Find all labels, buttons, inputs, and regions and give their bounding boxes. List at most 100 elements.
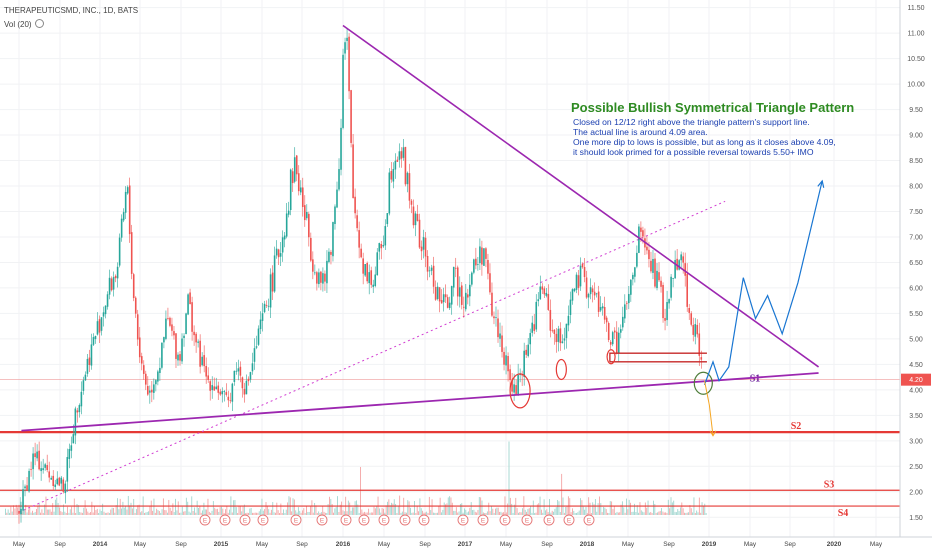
volume-bar	[26, 512, 28, 515]
volume-bar	[446, 503, 448, 515]
candle-body	[142, 365, 145, 374]
candle-body	[110, 278, 113, 291]
volume-bar	[666, 512, 668, 515]
volume-bar	[37, 506, 39, 515]
volume-bar	[497, 507, 499, 515]
volume-bar	[203, 502, 205, 515]
triangle-support-line	[21, 372, 819, 432]
low-circle	[606, 349, 616, 365]
price-tick-label: 6.50	[909, 260, 923, 267]
symbol-label[interactable]: THERAPEUTICSMD, INC., 1D, BATS	[4, 6, 139, 15]
candle-body	[221, 391, 224, 395]
volume-bar	[52, 503, 54, 515]
volume-bar	[65, 512, 67, 515]
candle-body	[269, 274, 272, 308]
time-tick-label: 2017	[458, 541, 473, 548]
volume-bar	[682, 508, 684, 515]
volume-bar	[457, 512, 459, 515]
volume-bar	[459, 503, 461, 515]
volume-bar	[280, 503, 282, 515]
volume-bar	[92, 512, 94, 515]
candle-body	[310, 237, 312, 261]
candle-body	[539, 286, 542, 300]
volume-bar	[663, 512, 665, 515]
candle-body	[617, 332, 620, 354]
volume-bar	[443, 502, 445, 515]
time-tick-label: May	[256, 541, 269, 548]
volume-bar	[597, 503, 599, 515]
volume-bar	[582, 506, 584, 515]
candle-body	[84, 374, 87, 381]
volume-bar	[522, 508, 523, 515]
earnings-marker-label: E	[481, 518, 486, 525]
candle-body	[485, 248, 487, 259]
candle-body	[56, 478, 59, 485]
candle-body	[416, 213, 419, 221]
candle-body	[22, 489, 24, 511]
candle-body	[547, 293, 550, 310]
volume-bar	[331, 504, 333, 515]
volume-bar	[46, 509, 48, 515]
candle-body	[583, 267, 586, 278]
volume-bar	[226, 506, 228, 515]
volume-bar	[156, 508, 158, 515]
volume-bar	[216, 508, 218, 515]
time-tick-label: May	[622, 541, 635, 548]
candle-body	[440, 300, 443, 304]
volume-bar	[577, 512, 579, 515]
eye-icon[interactable]	[34, 19, 44, 28]
candle-body	[664, 317, 666, 321]
volume-bar	[59, 507, 60, 515]
price-axis[interactable]: 11.50 11.00 10.50 10.00 9.50 9.00 8.50 8.00 7.50…	[899, 0, 932, 550]
volume-bar	[67, 506, 68, 515]
low-circle	[509, 373, 531, 409]
volume-bars	[5, 441, 707, 515]
candle-body	[390, 170, 393, 180]
volume-bar	[272, 502, 274, 515]
volume-bar	[465, 509, 467, 515]
candle-body	[456, 267, 459, 297]
volume-bar	[333, 512, 334, 515]
volume-bar	[470, 502, 472, 515]
candle-body	[597, 291, 600, 312]
volume-bar	[342, 510, 344, 515]
candle-body	[384, 226, 387, 246]
candle-body	[581, 263, 584, 268]
candle-body	[159, 367, 161, 373]
volume-bar	[135, 509, 137, 515]
earnings-marker-label: E	[320, 518, 325, 525]
candle-body	[295, 155, 298, 175]
time-tick-label: Sep	[54, 541, 66, 548]
candle-body	[563, 338, 566, 341]
volume-indicator-label[interactable]: Vol (20)	[4, 20, 32, 29]
volume-bar	[312, 512, 314, 515]
candle-body	[62, 479, 65, 492]
volume-bar	[362, 512, 364, 515]
volume-bar	[158, 511, 160, 515]
volume-bar	[536, 504, 538, 515]
volume-bar	[643, 512, 645, 515]
earnings-marker-label: E	[382, 518, 387, 525]
candle-body	[165, 318, 167, 339]
volume-bar	[69, 509, 71, 515]
volume-bar	[250, 507, 252, 515]
volume-bar	[306, 506, 307, 515]
volume-bar	[279, 513, 280, 515]
candle-body	[34, 453, 36, 458]
volume-bar	[605, 509, 607, 515]
volume-bar	[491, 506, 492, 515]
candle-body	[382, 245, 385, 247]
volume-bar	[638, 512, 640, 515]
volume-bar	[257, 512, 259, 515]
price-tick-label: 2.50	[909, 464, 923, 471]
candle-body	[334, 206, 336, 225]
volume-bar	[229, 509, 230, 515]
candle-body	[531, 322, 534, 333]
price-tick-label: 1.50	[909, 515, 923, 522]
earnings-marker	[219, 514, 231, 526]
candle-body	[138, 337, 141, 358]
volume-bar	[196, 500, 198, 515]
volume-bar	[122, 501, 124, 515]
time-axis[interactable]: May Sep 2014 May Sep 2015 May Sep 2016 May Sep 2017…	[0, 536, 932, 548]
